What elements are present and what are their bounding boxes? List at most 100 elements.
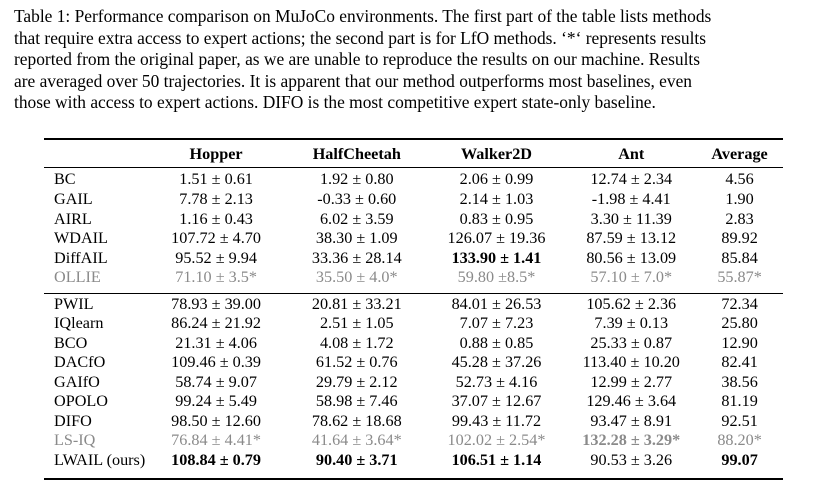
method-name: DACfO <box>54 353 106 372</box>
table-cell-best: 106.51 ± 1.14 <box>451 450 542 469</box>
section-rule <box>44 293 783 294</box>
table-cell: 99.43 ± 11.72 <box>451 411 542 430</box>
table-cell: 92.51 <box>721 411 758 430</box>
table-cell: 59.80 ±8.5* <box>457 268 536 287</box>
table-cell: 129.46 ± 3.64 <box>586 392 677 411</box>
table-cell: 78.62 ± 18.68 <box>311 411 402 430</box>
table-cell: 41.64 ± 3.64* <box>311 431 402 450</box>
table-row-reported: LS-IQ 76.84 ± 4.41* 41.64 ± 3.64* 102.02… <box>44 431 783 451</box>
table-row: BCO 21.31 ± 4.06 4.08 ± 1.72 0.88 ± 0.85… <box>44 334 783 354</box>
caption-line: reported from the original paper, as we … <box>14 49 700 69</box>
table-cell: 3.30 ± 11.39 <box>590 209 672 228</box>
table-cell: -1.98 ± 4.41 <box>591 190 671 209</box>
table-cell: 55.87* <box>717 268 762 287</box>
table-cell: 21.31 ± 4.06 <box>175 333 257 352</box>
table-cell-best: 99.07 <box>721 450 758 469</box>
table-cell: 1.90 <box>725 190 754 209</box>
table-cell: 6.02 ± 3.59 <box>319 209 394 228</box>
table-cell: 12.74 ± 2.34 <box>590 170 673 188</box>
table-cell: 29.79 ± 2.12 <box>315 372 398 391</box>
caption-line: are averaged over 50 trajectories. It is… <box>14 70 692 91</box>
table-cell: 90.53 ± 3.26 <box>590 450 673 469</box>
table-cell: 7.07 ± 7.23 <box>459 314 534 333</box>
table-cell: 2.83 <box>725 209 754 228</box>
header-walker2d: Walker2D <box>460 144 532 163</box>
table-row: AIRL 1.16 ± 0.43 6.02 ± 3.59 0.83 ± 0.95… <box>44 210 783 230</box>
table-row: DiffAIL 95.52 ± 9.94 33.36 ± 28.14 133.9… <box>44 249 783 269</box>
table-row: DACfO 109.46 ± 0.39 61.52 ± 0.76 45.28 ±… <box>44 353 783 373</box>
table-cell: 58.98 ± 7.46 <box>315 392 398 411</box>
table-cell: 88.20* <box>717 431 762 450</box>
section-gap <box>44 288 783 295</box>
table-row: GAIL 7.78 ± 2.13 -0.33 ± 0.60 2.14 ± 1.0… <box>44 190 783 210</box>
table-cell: 45.28 ± 37.26 <box>451 353 542 372</box>
method-name: DiffAIL <box>54 248 108 267</box>
table-cell: 37.07 ± 12.67 <box>451 392 542 411</box>
table-cell: 38.56 <box>721 372 758 391</box>
method-name: OPOLO <box>54 392 108 411</box>
method-name: IQlearn <box>54 314 104 333</box>
method-name: WDAIL <box>54 229 108 248</box>
table-cell: 1.51 ± 0.61 <box>179 170 253 188</box>
caption-line: those with access to expert actions. DIF… <box>14 92 656 112</box>
table-cell: 109.46 ± 0.39 <box>171 353 261 372</box>
table-cell: 95.52 ± 9.94 <box>175 248 257 267</box>
header-hopper: Hopper <box>189 144 243 163</box>
table-cell: 1.92 ± 0.80 <box>319 170 394 188</box>
table-cell: 87.59 ± 13.12 <box>586 229 677 248</box>
header-ant: Ant <box>618 144 645 163</box>
table-cell: 7.39 ± 0.13 <box>594 314 669 333</box>
table-cell: 102.02 ± 2.54* <box>447 431 546 450</box>
table-cell: 4.08 ± 1.72 <box>319 333 394 352</box>
table-row: IQlearn 86.24 ± 21.92 2.51 ± 1.05 7.07 ±… <box>44 314 783 334</box>
table-cell: 0.88 ± 0.85 <box>459 333 534 352</box>
table-cell: 93.47 ± 8.91 <box>590 411 673 430</box>
table-cell: 20.81 ± 33.21 <box>311 294 402 313</box>
table-cell: 33.36 ± 28.14 <box>311 248 402 267</box>
table-row: BC 1.51 ± 0.61 1.92 ± 0.80 2.06 ± 0.99 1… <box>44 165 783 190</box>
method-name: GAIL <box>54 190 93 209</box>
method-name: LWAIL (ours) <box>54 450 146 469</box>
top-rule <box>44 138 783 140</box>
caption-line: Table 1: Performance comparison on MuJoC… <box>14 6 712 26</box>
header-average: Average <box>711 144 768 163</box>
method-name: BC <box>54 170 76 188</box>
table-cell: 80.56 ± 13.09 <box>586 248 677 267</box>
method-name: GAIfO <box>54 372 100 391</box>
method-name: DIFO <box>54 411 92 430</box>
method-name: AIRL <box>54 209 92 228</box>
table-cell: 78.93 ± 39.00 <box>171 294 261 313</box>
table-cell: 84.01 ± 26.53 <box>451 294 542 313</box>
performance-table: Hopper HalfCheetah Walker2D Ant Average … <box>44 143 783 470</box>
table-cell: 57.10 ± 7.0* <box>590 268 673 287</box>
table-cell: -0.33 ± 0.60 <box>317 190 397 209</box>
table-cell: 82.41 <box>721 353 758 372</box>
table-cell: 76.84 ± 4.41* <box>171 431 261 450</box>
table-cell-best: 90.40 ± 3.71 <box>315 450 398 469</box>
table-cell: 85.84 <box>721 248 758 267</box>
table-cell: 86.24 ± 21.92 <box>171 314 261 333</box>
table-cell: 71.10 ± 3.5* <box>175 268 257 287</box>
caption-line: that require extra access to expert acti… <box>14 27 706 48</box>
header-row: Hopper HalfCheetah Walker2D Ant Average <box>44 143 783 165</box>
table-cell: 98.50 ± 12.60 <box>171 411 261 430</box>
table-cell: 81.19 <box>721 392 758 411</box>
table-cell-best: 132.28 ± 3.29* <box>582 431 681 450</box>
table-cell: 4.56 <box>725 170 754 188</box>
table-cell: 113.40 ± 10.20 <box>582 353 680 372</box>
table-cell: 2.06 ± 0.99 <box>459 170 534 188</box>
table-cell: 89.92 <box>721 229 758 248</box>
table-cell: 25.33 ± 0.87 <box>590 333 673 352</box>
table-cell: 35.50 ± 4.0* <box>315 268 398 287</box>
table-cell: 58.74 ± 9.07 <box>175 372 257 391</box>
table-cell: 72.34 <box>721 294 758 313</box>
table-cell: 61.52 ± 0.76 <box>315 353 398 372</box>
table-cell: 7.78 ± 2.13 <box>179 190 253 209</box>
table-row: PWIL 78.93 ± 39.00 20.81 ± 33.21 84.01 ±… <box>44 295 783 315</box>
header-method <box>44 143 145 165</box>
method-name: LS-IQ <box>54 431 96 450</box>
table-row-ours: LWAIL (ours) 108.84 ± 0.79 90.40 ± 3.71 … <box>44 451 783 471</box>
table-cell: 2.14 ± 1.03 <box>459 190 534 209</box>
method-name: BCO <box>54 333 88 352</box>
table-cell-best: 108.84 ± 0.79 <box>171 450 261 469</box>
